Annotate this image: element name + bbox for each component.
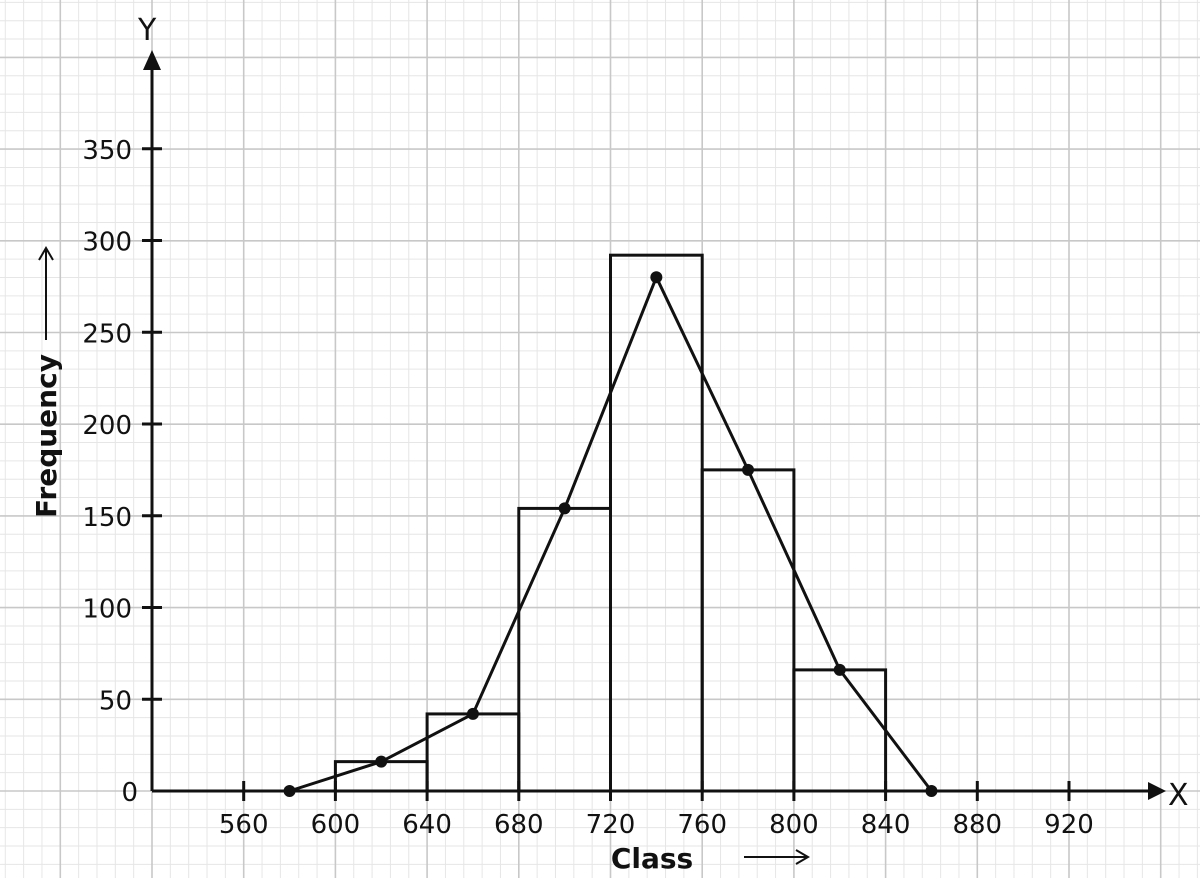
x-axis-letter: X	[1168, 778, 1189, 813]
y-tick-label: 200	[82, 411, 132, 441]
y-axis-title-group: Frequency	[30, 246, 63, 518]
x-tick-label: 800	[769, 810, 819, 840]
histogram-bar	[700, 468, 796, 793]
x-axis-title-group: Class	[611, 842, 810, 875]
frequency-polygon	[283, 271, 938, 797]
frequency-polygon-point	[833, 663, 846, 676]
y-tick-label: 300	[82, 228, 132, 258]
y-tick-label: 350	[82, 136, 132, 166]
y-axis-letter: Y	[137, 13, 157, 48]
histogram-bar	[609, 253, 704, 793]
y-tick-label: 50	[99, 686, 132, 716]
frequency-polygon-point	[375, 755, 388, 768]
frequency-polygon-point	[558, 502, 571, 515]
tick-marks	[142, 147, 1071, 801]
x-tick-label: 600	[311, 810, 361, 840]
axes: 560 600 640 680 720 760 800 840 880 920 0 50 100 150 2…	[82, 13, 1188, 840]
frequency-polygon-line	[289, 275, 933, 793]
frequency-polygon-point	[650, 271, 663, 284]
frequency-polygon-point	[742, 463, 755, 476]
y-axis-title-arrow-icon	[38, 246, 54, 340]
x-tick-label: 880	[952, 810, 1002, 840]
tick-labels: 560 600 640 680 720 760 800 840 880 920 0 50 100 150 2…	[82, 136, 1093, 840]
y-tick-label: 100	[82, 595, 132, 625]
histogram-bar	[425, 712, 521, 793]
x-tick-label: 720	[586, 810, 636, 840]
x-tick-label: 640	[402, 810, 452, 840]
frequency-polygon-point	[466, 707, 479, 720]
x-tick-label: 840	[861, 810, 911, 840]
histogram-bars	[333, 253, 888, 793]
x-tick-label: 760	[677, 810, 727, 840]
y-tick-label: 150	[82, 503, 132, 533]
x-axis-arrowhead	[1148, 782, 1166, 800]
y-axis-title: Frequency	[30, 354, 63, 518]
x-tick-label: 560	[219, 810, 269, 840]
y-axis-arrowhead	[143, 50, 161, 70]
x-tick-label: 680	[494, 810, 544, 840]
y-tick-label: 250	[82, 319, 132, 349]
x-axis-title-arrow-icon	[744, 849, 810, 865]
y-tick-label: 0	[121, 778, 138, 808]
histogram-bar	[517, 506, 612, 793]
x-axis-title: Class	[611, 842, 693, 875]
x-tick-label: 920	[1044, 810, 1094, 840]
